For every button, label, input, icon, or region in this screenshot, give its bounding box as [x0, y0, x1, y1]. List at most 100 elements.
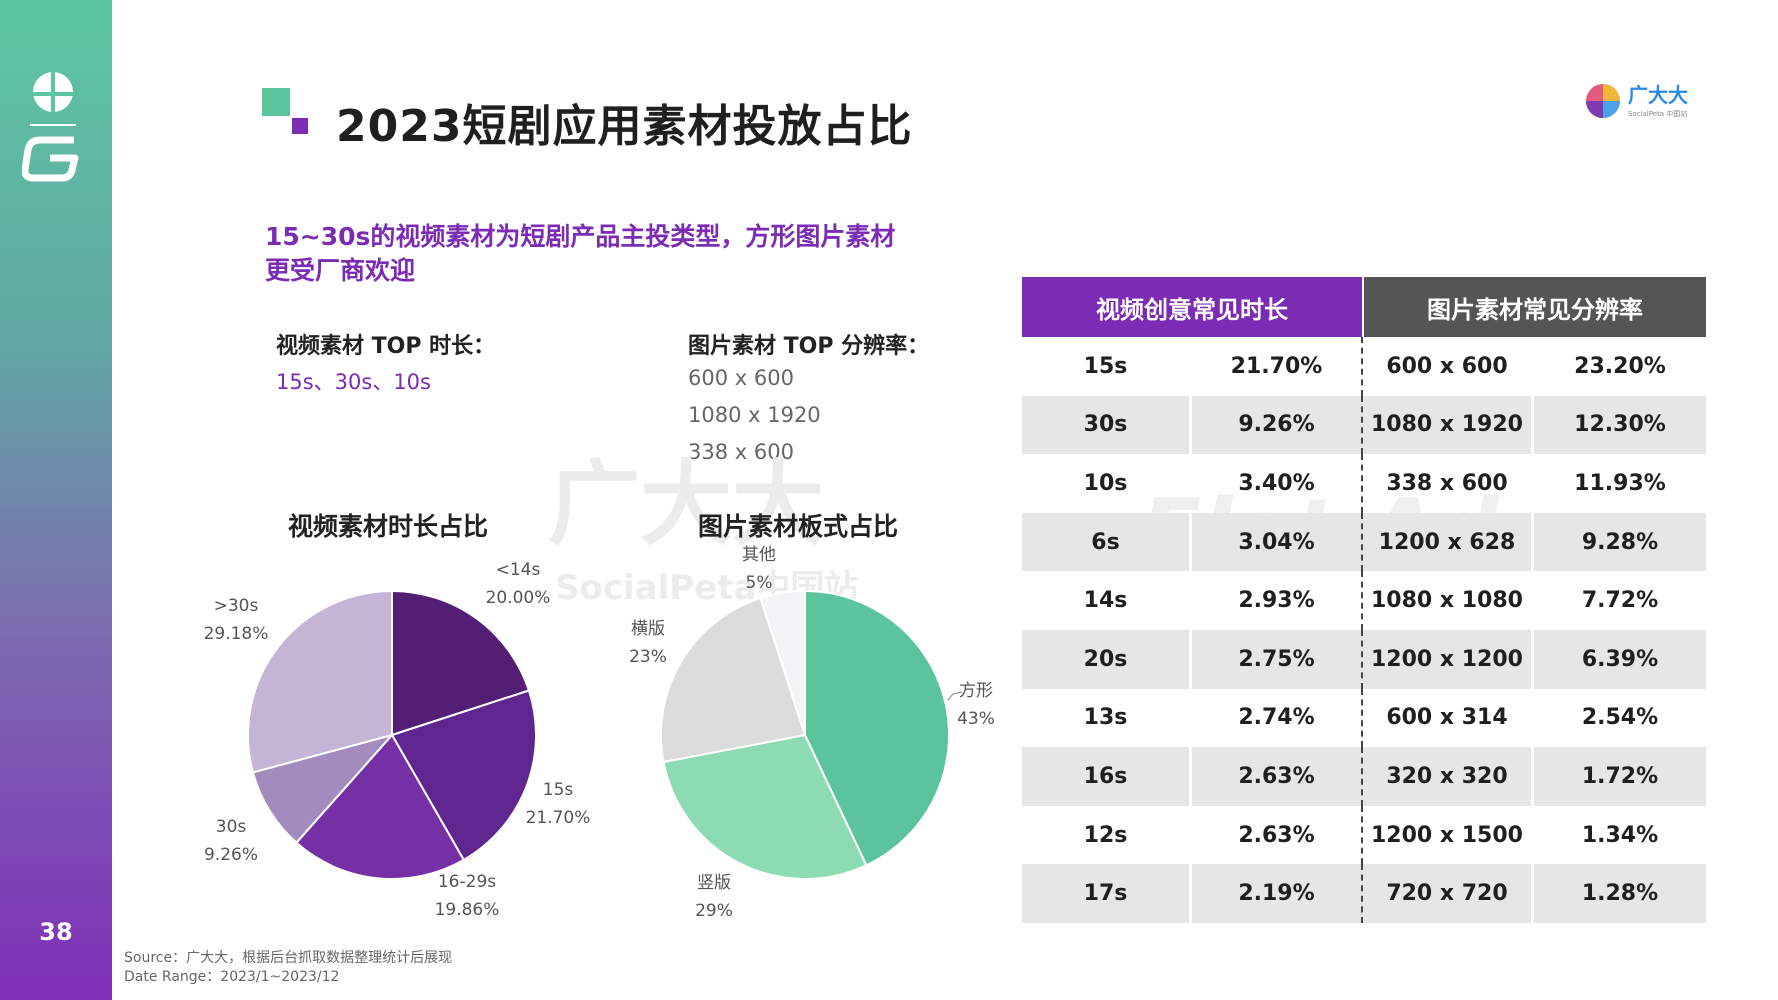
- table-row: 14s 2.93% 1080 x 1080 7.72%: [1022, 571, 1706, 630]
- table-header: 视频创意常见时长 图片素材常见分辨率: [1022, 277, 1706, 337]
- page-title: 2023短剧应用素材投放占比: [336, 101, 913, 152]
- pie1-label-4: 其他: [742, 545, 776, 565]
- pie0-value-3: 19.86%: [435, 900, 500, 920]
- pie-slice: [759, 589, 806, 736]
- pie-slice: [804, 589, 950, 867]
- pie-charts: <14s 20.00% 15s 21.70% 16-29s 19.86% 30s…: [204, 545, 995, 921]
- resolution-cell: 320 x 320: [1363, 747, 1534, 806]
- table-row: 17s 2.19% 720 x 720 1.28%: [1022, 864, 1706, 923]
- resolution-share-cell: 6.39%: [1581, 646, 1659, 672]
- pie0-label-1: <14s: [496, 560, 541, 580]
- duration-share-cell: 3.04%: [1192, 512, 1363, 572]
- pie0-label-5: >30s: [214, 596, 259, 616]
- pie-slice: [247, 589, 393, 774]
- video-top-label: 视频素材 TOP 时长：: [276, 334, 496, 359]
- resolution-share-cell: 23.20%: [1574, 353, 1666, 379]
- resolution-cell: 600 x 314: [1386, 705, 1508, 731]
- resolution-share-cell: 7.72%: [1581, 588, 1659, 614]
- resolution-cell: 720 x 720: [1363, 864, 1534, 923]
- resolution-cell: 1080 x 1080: [1371, 588, 1523, 614]
- resolution-share-cell: 2.54%: [1581, 705, 1659, 731]
- resolution-cell: 1200 x 1200: [1363, 629, 1534, 689]
- duration-cell: 15s: [1083, 353, 1128, 379]
- table-row: 30s 9.26% 1080 x 1920 12.30%: [1022, 395, 1706, 455]
- table-row: 13s 2.74% 600 x 314 2.54%: [1022, 688, 1706, 748]
- flatads-logo-icon: [22, 72, 79, 182]
- pie0-value-2: 21.70%: [526, 808, 591, 828]
- duration-cell: 10s: [1083, 470, 1128, 496]
- page-number: 38: [39, 918, 73, 946]
- watermark-brand: 广大大: [548, 451, 825, 558]
- image-top-value-3: 338 x 600: [688, 440, 794, 464]
- subtitle: 15~30s的视频素材为短剧产品主投类型，方形图片素材更受厂商欢迎: [265, 222, 896, 285]
- pie0-value-4: 9.26%: [204, 845, 258, 865]
- duration-share-cell: 3.40%: [1192, 454, 1363, 513]
- pie-slice: [251, 733, 395, 845]
- table-row: 15s 21.70% 600 x 600 23.20%: [1022, 337, 1706, 396]
- resolution-cell: 1200 x 628: [1363, 512, 1534, 572]
- pie1-value-2: 29%: [695, 901, 733, 921]
- image-format-pie: [660, 589, 950, 880]
- pie1-value-4: 5%: [746, 573, 773, 593]
- table-row: 16s 2.63% 320 x 320 1.72%: [1022, 747, 1706, 806]
- video-top-value: 15s、30s、10s: [276, 370, 431, 394]
- brand-logo: 广大大 SocialPeta 中国站: [1586, 83, 1688, 118]
- duration-share-cell: 2.63%: [1192, 747, 1363, 806]
- duration-cell: 16s: [1022, 747, 1192, 806]
- image-top-value-2: 1080 x 1920: [688, 403, 821, 427]
- table-body: 15s 21.70% 600 x 600 23.20% 30s 9.26% 1080 x 1…: [1022, 337, 1706, 923]
- duration-cell: 14s: [1083, 588, 1128, 614]
- duration-cell: 6s: [1022, 512, 1192, 572]
- table-row: 12s 2.63% 1200 x 1500 1.34%: [1022, 805, 1706, 865]
- resolution-share-cell: 12.30%: [1574, 412, 1666, 438]
- duration-share-cell: 2.74%: [1192, 688, 1363, 748]
- pie0-label-4: 30s: [216, 817, 247, 837]
- resolution-share-cell: 1.72%: [1581, 763, 1659, 789]
- duration-cell: 12s: [1083, 822, 1128, 848]
- duration-share-cell: 9.26%: [1192, 395, 1363, 455]
- pie0-label-3: 16-29s: [438, 872, 496, 892]
- duration-share-cell: 21.70%: [1192, 337, 1363, 396]
- resolution-share-cell: 1.28%: [1581, 881, 1659, 907]
- duration-cell: 17s: [1022, 864, 1192, 923]
- resolution-share-cell: 11.93%: [1574, 470, 1666, 496]
- pie1-label-1: 方形: [959, 681, 993, 701]
- resolution-share-cell: 1.34%: [1581, 822, 1659, 848]
- header-image-resolution: 图片素材常见分辨率: [1362, 277, 1706, 337]
- pie-slice: [294, 733, 466, 880]
- image-pie-title: 图片素材板式占比: [698, 512, 899, 541]
- table-row: 10s 3.40% 338 x 600 11.93%: [1022, 454, 1706, 513]
- date-range-note: Date Range：2023/1~2023/12: [124, 969, 340, 985]
- duration-share-cell: 2.63%: [1192, 805, 1363, 865]
- title-squares-icon: [262, 88, 308, 134]
- pie1-value-3: 23%: [629, 647, 667, 667]
- image-top-label: 图片素材 TOP 分辨率：: [688, 334, 930, 359]
- table-row: 6s 3.04% 1200 x 628 9.28%: [1022, 512, 1706, 572]
- resolution-share-cell: 9.28%: [1581, 529, 1659, 555]
- duration-share-cell: 2.75%: [1192, 629, 1363, 689]
- resolution-cell: 600 x 600: [1386, 353, 1508, 379]
- pie-slice: [662, 733, 868, 880]
- pie1-value-1: 43%: [957, 709, 995, 729]
- resolution-cell: 1200 x 1500: [1371, 822, 1523, 848]
- sidebar: 38: [0, 0, 112, 1000]
- image-top-value-1: 600 x 600: [688, 366, 794, 390]
- pie1-label-3: 横版: [631, 619, 665, 639]
- duration-cell: 30s: [1022, 395, 1192, 455]
- pie-slice: [390, 689, 537, 862]
- video-duration-pie: [247, 589, 537, 880]
- pie1-label-2: 竖版: [697, 873, 731, 893]
- brand-name: 广大大: [1628, 83, 1688, 107]
- duration-cell: 13s: [1083, 705, 1128, 731]
- header-video-duration: 视频创意常见时长: [1022, 277, 1362, 337]
- pie-slice: [660, 596, 807, 764]
- pie0-value-1: 20.00%: [486, 588, 551, 608]
- brand-sub: SocialPeta 中国站: [1628, 109, 1687, 118]
- resolution-cell: 1080 x 1920: [1363, 395, 1534, 455]
- source-note: Source：广大大，根据后台抓取数据整理统计后展现: [124, 950, 453, 966]
- pie-slice: [391, 589, 531, 737]
- resolution-cell: 338 x 600: [1386, 470, 1508, 496]
- duration-share-cell: 2.93%: [1192, 571, 1363, 630]
- pie0-value-5: 29.18%: [204, 624, 269, 644]
- stats-table: 视频创意常见时长 图片素材常见分辨率 15s 21.70% 600 x 600 23.…: [1022, 277, 1706, 923]
